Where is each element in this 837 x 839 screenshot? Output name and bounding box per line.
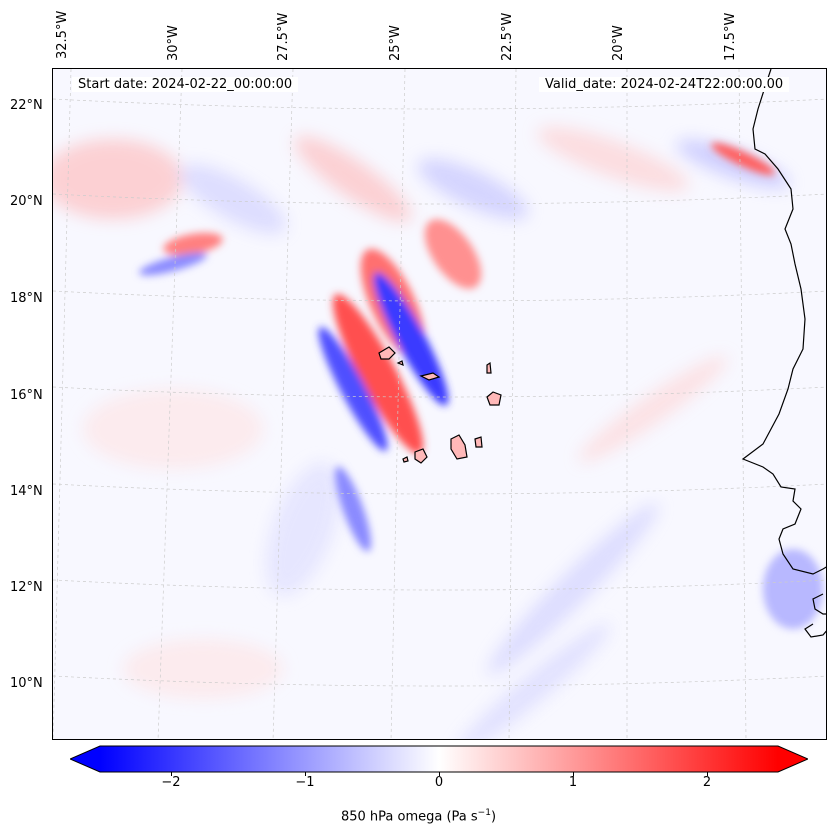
lat-label-14n: 14°N xyxy=(10,484,43,499)
lat-label-12n: 12°N xyxy=(10,580,43,595)
field-band xyxy=(139,252,207,276)
field-patch xyxy=(83,389,263,469)
omega-field-map xyxy=(53,69,826,739)
colorbar-label-close: ) xyxy=(490,809,497,825)
colorbar-tick-minus-1: −1 xyxy=(295,775,315,790)
field-patch xyxy=(294,136,412,222)
field-band xyxy=(763,549,823,629)
colorbar xyxy=(68,745,810,773)
island-sao-vicente xyxy=(396,360,404,366)
field-band xyxy=(163,232,223,256)
island-maio xyxy=(474,436,483,448)
lon-label-32-5w: 32.5°W xyxy=(55,10,70,59)
lon-label-25w: 25°W xyxy=(388,25,403,61)
gridlines xyxy=(53,69,826,739)
field-band xyxy=(424,219,482,289)
colorbar-extend-low xyxy=(70,746,100,772)
colorbar-tick-minus-2: −2 xyxy=(161,775,181,790)
island-brava xyxy=(402,456,409,463)
lon-label-22-5w: 22.5°W xyxy=(500,12,515,61)
lat-label-16n: 16°N xyxy=(10,388,43,403)
colorbar-label-text: 850 hPa omega (Pa s xyxy=(340,809,478,825)
colorbar-tickmark xyxy=(707,772,708,776)
coastline xyxy=(741,69,826,638)
valid-date-label: Valid_date: 2024-02-24T22:00:00.00 xyxy=(539,77,790,92)
islands xyxy=(378,346,502,464)
lon-label-17-5w: 17.5°W xyxy=(723,12,738,61)
field-patch xyxy=(123,639,283,699)
field-band xyxy=(711,142,775,176)
lat-label-18n: 18°N xyxy=(10,291,43,306)
island-fogo xyxy=(414,448,428,464)
colorbar-tick-0: 0 xyxy=(434,775,444,790)
colorbar-gradient xyxy=(100,746,778,772)
island-santo-antao xyxy=(378,346,396,360)
field-patch xyxy=(676,139,790,189)
map-panel xyxy=(52,68,827,740)
colorbar-label: 850 hPa omega (Pa s−1) xyxy=(0,808,837,824)
island-santiago xyxy=(450,434,468,460)
lon-label-30w: 30°W xyxy=(166,25,181,61)
field-band xyxy=(334,466,372,552)
lat-label-20n: 20°N xyxy=(10,194,43,209)
field-band xyxy=(332,294,424,454)
field-patch xyxy=(180,164,286,234)
colorbar-tickmark xyxy=(305,772,306,776)
field-patch xyxy=(53,139,183,219)
lat-label-22n: 22°N xyxy=(10,98,43,113)
colorbar-tickmark xyxy=(439,772,440,776)
lon-label-20w: 20°W xyxy=(611,25,626,61)
lon-label-27-5w: 27.5°W xyxy=(276,12,291,61)
field-band xyxy=(318,326,388,452)
island-sal xyxy=(486,361,492,374)
lat-label-10n: 10°N xyxy=(10,676,43,691)
colorbar-tickmark xyxy=(573,772,574,776)
field-band xyxy=(373,272,449,406)
island-sao-nicolau xyxy=(419,372,441,381)
colorbar-extend-high xyxy=(778,746,808,772)
colorbar-tick-2: 2 xyxy=(702,775,712,790)
field-patch xyxy=(455,623,611,739)
field-patch xyxy=(578,356,728,462)
colorbar-label-exponent: −1 xyxy=(477,808,491,818)
island-boa-vista xyxy=(486,391,502,406)
field-patch xyxy=(418,158,528,220)
start-date-label: Start date: 2024-02-22_00:00:00 xyxy=(72,77,299,92)
colorbar-tick-1: 1 xyxy=(568,775,578,790)
field-patch xyxy=(266,462,340,596)
field-patch xyxy=(537,126,689,192)
field-patch xyxy=(487,503,659,675)
colorbar-tickmark xyxy=(171,772,172,776)
